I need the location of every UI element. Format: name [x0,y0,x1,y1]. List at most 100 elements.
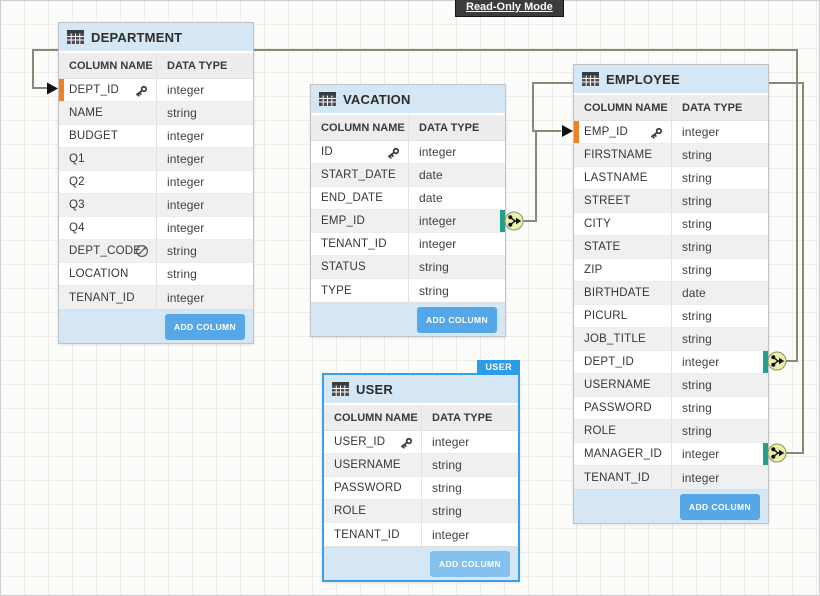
data-type-header: DATA TYPE [408,115,505,140]
table-row[interactable]: TENANT_ID integer [311,233,505,256]
table-row[interactable]: JOB_TITLE string [574,328,768,351]
table-row[interactable]: USER_ID integer [324,431,518,454]
column-name: ID [311,141,408,163]
table-title: VACATION [343,91,411,107]
table-row[interactable]: CITY string [574,213,768,236]
add-column-button[interactable]: ADD COLUMN [165,313,245,340]
column-name: EMP_ID [321,215,366,227]
table-row[interactable]: TYPE string [311,279,505,302]
table-row[interactable]: BUDGET integer [59,125,253,148]
column-type: string [671,374,768,396]
table-title: USER [356,381,393,397]
table-header[interactable]: DEPARTMENT [59,23,253,53]
table-header[interactable]: USER [324,375,518,405]
table-row[interactable]: Q1 integer [59,148,253,171]
table-row[interactable]: EMP_ID integer [311,210,505,233]
column-type: integer [156,148,253,170]
column-type: date [671,282,768,304]
column-name: EMP_ID [574,121,671,143]
column-type: integer [156,125,253,147]
column-type: string [408,279,505,302]
table-row[interactable]: DEPT_CODE string [59,240,253,263]
table-row[interactable]: TENANT_ID integer [574,466,768,489]
column-type: date [408,164,505,186]
column-type: string [671,397,768,419]
column-type: string [421,477,518,499]
table-row[interactable]: EMP_ID integer [574,121,768,144]
fk-connector-icon[interactable] [767,351,787,371]
column-name-header: COLUMN NAME [69,59,153,72]
table-header[interactable]: VACATION [311,85,505,115]
column-name: LOCATION [69,268,129,280]
fk-connector-icon[interactable] [504,211,524,231]
column-name: CITY [584,218,611,230]
table-row[interactable]: START_DATE date [311,164,505,187]
table-header[interactable]: EMPLOYEE [574,65,768,95]
column-name: FIRSTNAME [584,149,653,161]
key-icon [649,125,664,140]
table-row[interactable]: PASSWORD string [324,477,518,500]
table-row[interactable]: ROLE string [324,500,518,523]
column-type: integer [671,443,768,465]
table-row[interactable]: LASTNAME string [574,167,768,190]
table-row[interactable]: PASSWORD string [574,397,768,420]
table-vacation[interactable]: VACATION COLUMN NAME DATA TYPE ID integer… [310,84,506,337]
read-only-mode-badge: Read-Only Mode [455,0,564,17]
table-grid-icon [319,92,336,106]
column-name: TENANT_ID [584,471,650,484]
table-department[interactable]: DEPARTMENT COLUMN NAME DATA TYPE DEPT_ID… [58,22,254,344]
table-row[interactable]: DEPT_ID integer [574,351,768,374]
column-name: ZIP [584,264,603,276]
table-user[interactable]: USER USER COLUMN NAME DATA TYPE USER_ID i… [322,360,520,582]
column-type: string [156,263,253,285]
pk-highlight-bar [59,79,64,101]
table-footer: ADD COLUMN [574,489,768,523]
table-row[interactable]: MANAGER_ID integer [574,443,768,466]
table-row[interactable]: TENANT_ID integer [59,286,253,309]
add-column-button[interactable]: ADD COLUMN [417,306,497,333]
table-row[interactable]: ID integer [311,141,505,164]
column-header-row: COLUMN NAME DATA TYPE [59,53,253,79]
table-row[interactable]: Q2 integer [59,171,253,194]
table-title: EMPLOYEE [606,71,680,87]
column-type: date [408,187,505,209]
table-row[interactable]: Q4 integer [59,217,253,240]
table-row[interactable]: LOCATION string [59,263,253,286]
column-name: DEPT_ID [59,79,156,101]
column-name: STREET [584,195,631,207]
fk-highlight-bar [763,443,768,465]
column-type: integer [671,351,768,373]
fk-connector-icon[interactable] [767,443,787,463]
column-name: DEPT_ID [584,356,634,368]
table-row[interactable]: END_DATE date [311,187,505,210]
table-row[interactable]: STATE string [574,236,768,259]
table-row[interactable]: ZIP string [574,259,768,282]
column-name: Q1 [69,153,85,165]
table-row[interactable]: USERNAME string [324,454,518,477]
column-type: integer [156,171,253,193]
column-name: TENANT_ID [321,238,387,250]
table-row[interactable]: PICURL string [574,305,768,328]
column-type: string [671,236,768,258]
table-grid-icon [67,30,84,44]
add-column-button[interactable]: ADD COLUMN [430,550,510,577]
table-row[interactable]: NAME string [59,102,253,125]
slash-circle-icon [135,244,149,258]
column-name: ROLE [584,425,617,437]
table-row[interactable]: STREET string [574,190,768,213]
table-row[interactable]: TENANT_ID integer [324,523,518,546]
table-row[interactable]: Q3 integer [59,194,253,217]
table-row[interactable]: BIRTHDATE date [574,282,768,305]
table-row[interactable]: STATUS string [311,256,505,279]
column-type: string [408,256,505,278]
column-type: integer [671,121,768,143]
column-type: string [671,167,768,189]
table-row[interactable]: USERNAME string [574,374,768,397]
table-row[interactable]: FIRSTNAME string [574,144,768,167]
table-row[interactable]: DEPT_ID integer [59,79,253,102]
table-title: DEPARTMENT [91,29,183,45]
table-employee[interactable]: EMPLOYEE COLUMN NAME DATA TYPE EMP_ID int… [573,64,769,524]
add-column-button[interactable]: ADD COLUMN [680,493,760,520]
table-row[interactable]: ROLE string [574,420,768,443]
